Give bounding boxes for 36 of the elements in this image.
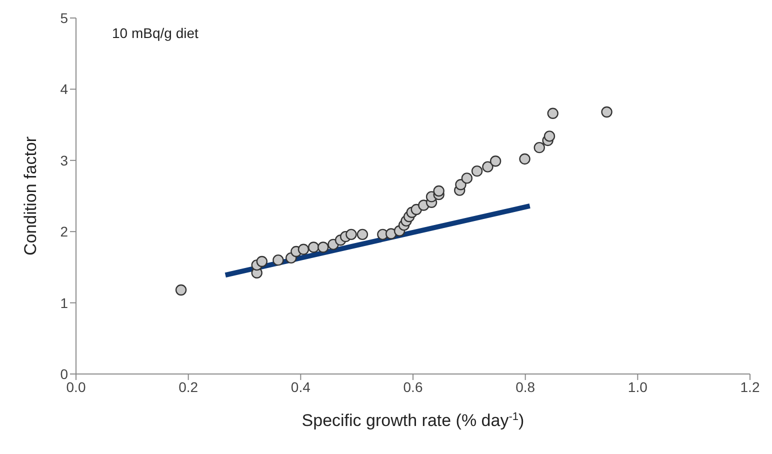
point [490,156,502,167]
point [385,228,397,240]
y-axis-title: Condition factor [21,136,40,256]
y-tick-label: 3 [60,152,68,168]
y-tick-label: 1 [60,294,68,311]
point [298,244,310,255]
x-tick-label: 0.0 [66,378,86,395]
x-tick-label: 1.2 [740,378,760,395]
x-tick-label: 0.2 [178,378,198,395]
point [471,165,483,177]
x-tick-label: 0.4 [290,378,311,395]
y-tick-label: 4 [60,81,68,98]
point [272,254,284,266]
point [544,130,556,142]
point [175,284,187,296]
point [547,108,558,120]
x-tick-label: 0.6 [403,378,423,395]
point [256,256,268,268]
x-tick-label: 1.0 [628,378,648,395]
point [519,153,530,165]
point [534,142,545,154]
x-tick-label: 0.8 [516,378,536,395]
annotation: 10 mBq/g diet [112,25,198,41]
y-tick-label: 0 [60,366,68,382]
point [601,106,612,118]
point [318,242,329,253]
point [461,172,473,184]
point [455,179,466,190]
point [308,242,320,253]
x-axis-title: Specific growth rate (% day$^{-1}$) [302,411,524,430]
point [433,185,444,197]
point [346,228,357,240]
y-tick-label: 5 [60,10,68,26]
point [482,161,494,172]
y-tick-label: 2 [60,224,68,240]
point [356,228,368,240]
